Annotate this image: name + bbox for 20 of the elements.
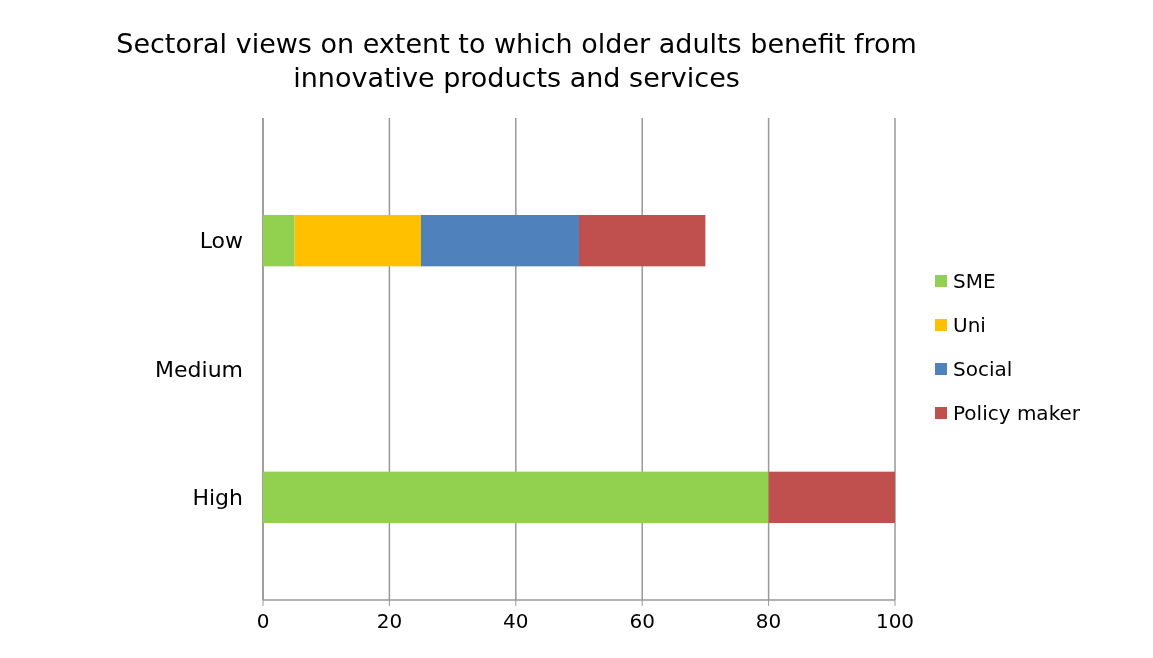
y-tick-label: Medium [155,356,243,382]
bar [263,215,295,267]
chart-title: Sectoral views on extent to which older adults benefit from innovative products and services [116,28,917,93]
legend-label: SME [953,269,996,293]
bar [579,215,706,267]
bar [294,215,421,267]
bar [421,215,579,267]
x-tick-label: 60 [629,609,655,633]
y-tick-label: High [192,485,243,511]
legend-label: Social [953,357,1013,381]
x-tick-label: 40 [503,609,529,633]
bar [263,471,769,523]
y-tick-label: Low [199,228,243,254]
x-tick-label: 20 [376,609,403,633]
bar [768,471,895,523]
legend-label: Policy maker [953,401,1081,425]
x-tick-label: 100 [875,609,915,633]
x-tick-label: 80 [755,609,782,633]
x-tick-label: 0 [256,609,270,633]
legend-label: Uni [953,313,986,337]
